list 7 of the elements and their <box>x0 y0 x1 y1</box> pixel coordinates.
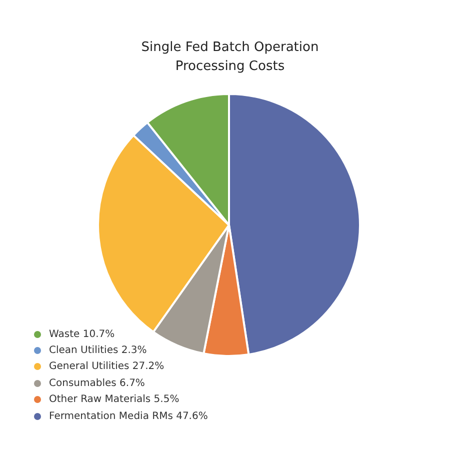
legend-label: Consumables 6.7% <box>49 378 145 389</box>
legend-label: General Utilities 27.2% <box>49 361 164 372</box>
chart-title: Single Fed Batch Operation Processing Costs <box>140 39 320 76</box>
legend-label: Other Raw Materials 5.5% <box>49 394 180 406</box>
legend-label: Clean Utilities 2.3% <box>49 345 147 356</box>
legend-label: Waste 10.7% <box>49 328 115 340</box>
legend-label: Fermentation Media RMs 47.6% <box>49 410 208 422</box>
